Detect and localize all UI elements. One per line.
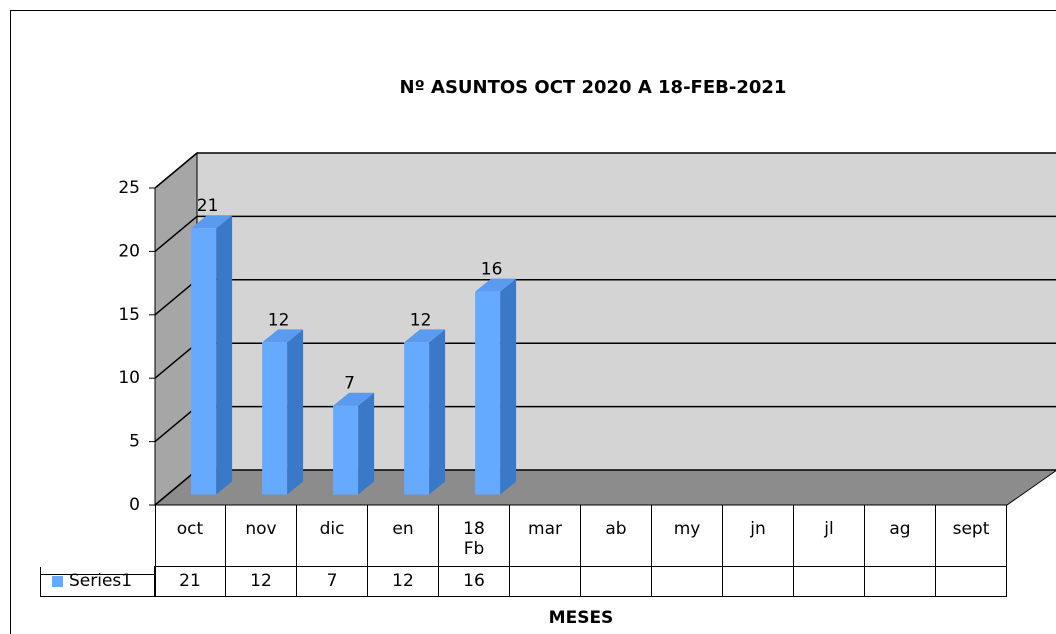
bar bbox=[191, 228, 217, 495]
legend-entry: Series1 bbox=[40, 567, 155, 597]
x-tick-label: jl bbox=[794, 505, 865, 567]
table-value: 21 bbox=[155, 567, 226, 597]
bar-top bbox=[262, 329, 304, 343]
y-tick-label: 5 bbox=[129, 432, 140, 452]
table-value bbox=[936, 567, 1007, 597]
data-label: 16 bbox=[481, 260, 503, 280]
data-label: 12 bbox=[410, 310, 432, 330]
y-tick-label: 10 bbox=[118, 368, 140, 388]
side-wall bbox=[154, 151, 198, 507]
x-tick-label: jn bbox=[723, 505, 794, 567]
table-value: 7 bbox=[297, 567, 368, 597]
table-value bbox=[581, 567, 652, 597]
bar-top bbox=[404, 329, 446, 343]
grid-line bbox=[154, 152, 198, 189]
y-tick-label: 25 bbox=[118, 178, 140, 198]
bar bbox=[333, 405, 359, 495]
table-value bbox=[865, 567, 936, 597]
bar bbox=[475, 291, 501, 495]
y-tick-label: 20 bbox=[118, 241, 140, 261]
bar-side bbox=[216, 215, 233, 495]
x-tick-label: nov bbox=[226, 505, 297, 567]
grid-line bbox=[154, 342, 198, 379]
data-label: 21 bbox=[197, 196, 219, 216]
y-tick-label: 15 bbox=[118, 305, 140, 325]
x-tick-label: my bbox=[652, 505, 723, 567]
grid-line bbox=[154, 406, 198, 443]
table-value: 16 bbox=[439, 567, 510, 597]
x-tick-label: dic bbox=[297, 505, 368, 567]
x-tick-label: mar bbox=[510, 505, 581, 567]
bar-side bbox=[358, 392, 375, 495]
grid-line bbox=[154, 215, 198, 252]
table-value bbox=[510, 567, 581, 597]
bar-top bbox=[333, 392, 375, 406]
x-tick-label: ab bbox=[581, 505, 652, 567]
bar bbox=[404, 342, 430, 495]
bar-side bbox=[500, 278, 517, 495]
x-tick-label: oct bbox=[155, 505, 226, 567]
back-wall bbox=[196, 152, 1056, 471]
chart-title: Nº ASUNTOS OCT 2020 A 18-FEB-2021 bbox=[400, 77, 787, 98]
data-label: 7 bbox=[344, 374, 355, 394]
x-axis-title: MESES bbox=[549, 608, 614, 628]
x-tick-label: ag bbox=[865, 505, 936, 567]
table-value: 12 bbox=[368, 567, 439, 597]
bar-side bbox=[287, 329, 304, 495]
grid-line bbox=[154, 469, 198, 506]
legend-key bbox=[52, 576, 63, 587]
table-value bbox=[723, 567, 794, 597]
x-tick-label: sept bbox=[936, 505, 1007, 567]
table-value bbox=[794, 567, 865, 597]
x-tick-label: en bbox=[368, 505, 439, 567]
table-value bbox=[652, 567, 723, 597]
y-tick-label: 0 bbox=[129, 495, 140, 515]
grid-line bbox=[154, 279, 198, 316]
bar-side bbox=[429, 329, 446, 495]
bar-top bbox=[191, 215, 233, 229]
chart-border bbox=[10, 10, 1056, 634]
bar bbox=[262, 342, 288, 495]
bar-top bbox=[475, 278, 517, 292]
table-value: 12 bbox=[226, 567, 297, 597]
data-label: 12 bbox=[268, 310, 290, 330]
x-tick-label: 18 Fb bbox=[439, 505, 510, 567]
